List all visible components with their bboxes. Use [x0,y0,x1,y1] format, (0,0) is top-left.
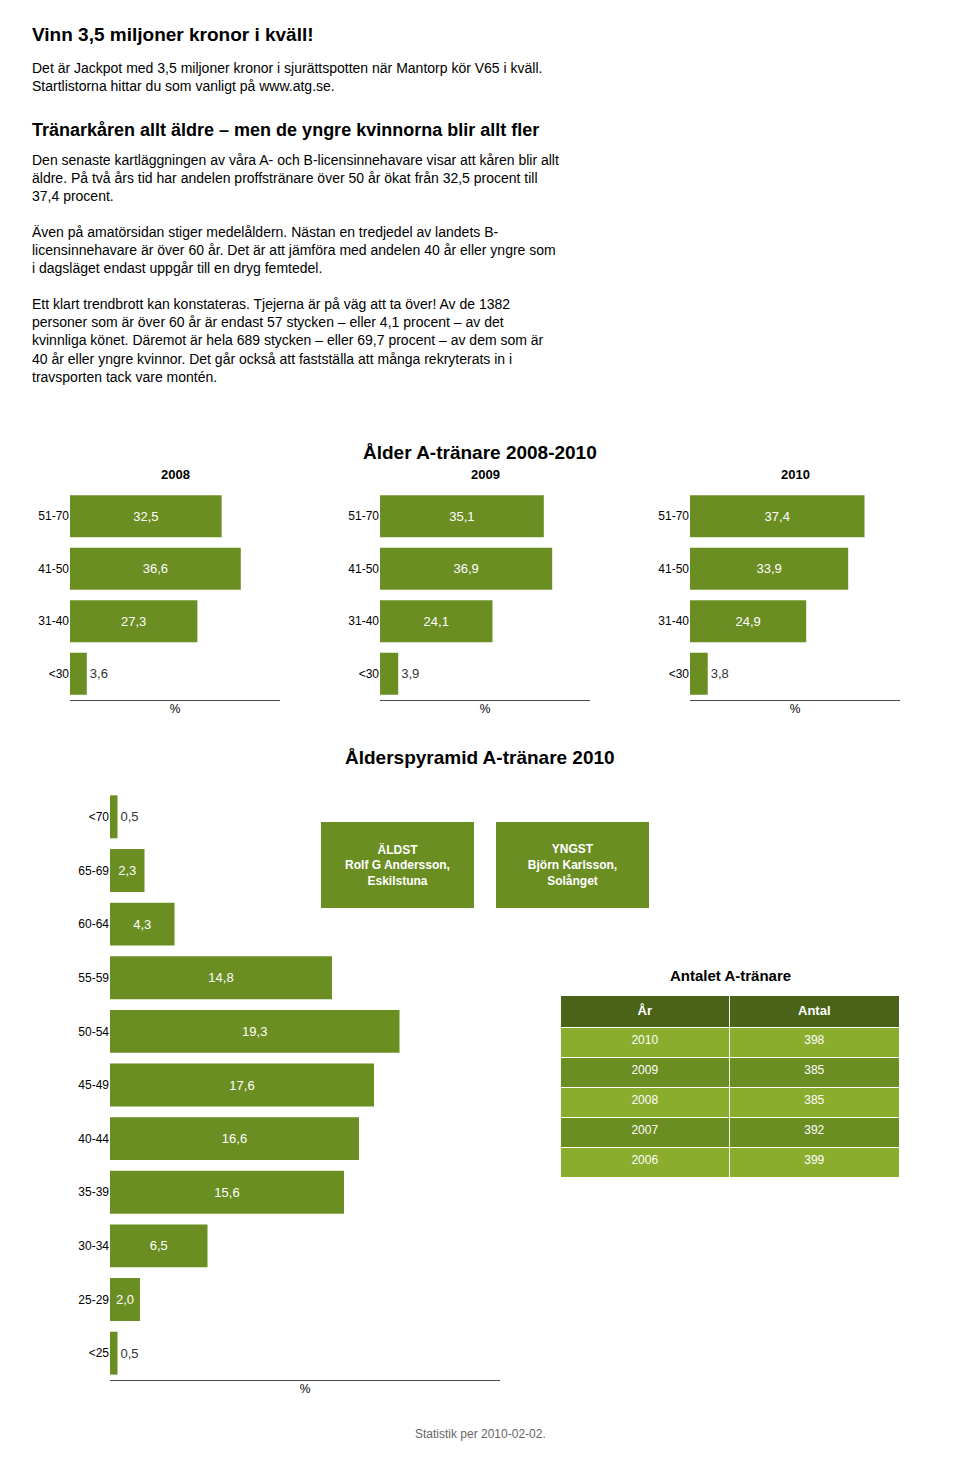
svg-text:17,6: 17,6 [229,1078,254,1093]
svg-text:30-34: 30-34 [78,1239,109,1253]
svg-text:0,5: 0,5 [121,1346,139,1361]
svg-text:<70: <70 [89,810,110,824]
svg-text:3,9: 3,9 [401,666,419,681]
svg-text:51-70: 51-70 [348,509,379,523]
svg-text:Vinn 3,5 miljoner kronor i kvä: Vinn 3,5 miljoner kronor i kväll! [32,24,314,45]
svg-text:Statistik per 2010-02-02.: Statistik per 2010-02-02. [415,1427,546,1441]
svg-text:ÄLDSTRolf G Andersson,Eskilstu: ÄLDSTRolf G Andersson,Eskilstuna [345,842,450,888]
svg-text:2010: 2010 [781,467,810,482]
svg-text:<25: <25 [89,1346,110,1360]
svg-text:24,9: 24,9 [735,614,760,629]
svg-text:2009: 2009 [471,467,500,482]
svg-text:2,3: 2,3 [118,863,136,878]
svg-text:%: % [480,702,491,716]
svg-text:14,8: 14,8 [208,970,233,985]
svg-text:Ålderspyramid A-tränare 2010: Ålderspyramid A-tränare 2010 [345,747,615,768]
svg-text:24,1: 24,1 [424,614,449,629]
svg-text:45-49: 45-49 [78,1078,109,1092]
svg-text:50-54: 50-54 [78,1025,109,1039]
svg-text:399: 399 [804,1153,824,1167]
svg-text:35-39: 35-39 [78,1185,109,1199]
svg-text:16,6: 16,6 [222,1131,247,1146]
svg-text:55-59: 55-59 [78,971,109,985]
svg-text:36,9: 36,9 [453,561,478,576]
svg-text:385: 385 [804,1093,824,1107]
svg-text:3,6: 3,6 [90,666,108,681]
svg-text:31-40: 31-40 [348,614,379,628]
svg-text:25-29: 25-29 [78,1293,109,1307]
svg-text:<30: <30 [669,667,690,681]
svg-text:35,1: 35,1 [449,509,474,524]
svg-text:2007: 2007 [631,1123,658,1137]
svg-text:2006: 2006 [631,1153,658,1167]
svg-text:51-70: 51-70 [658,509,689,523]
svg-text:31-40: 31-40 [658,614,689,628]
svg-text:Ålder A-tränare 2008-2010: Ålder A-tränare 2008-2010 [363,442,597,463]
svg-text:6,5: 6,5 [150,1238,168,1253]
svg-text:Tränarkåren allt äldre – men d: Tränarkåren allt äldre – men de yngre kv… [32,120,539,140]
svg-text:YNGSTBjörn Karlsson,Solånget: YNGSTBjörn Karlsson,Solånget [528,842,617,887]
svg-text:27,3: 27,3 [121,614,146,629]
svg-text:2008: 2008 [631,1093,658,1107]
svg-text:37,4: 37,4 [765,509,790,524]
svg-text:60-64: 60-64 [78,917,109,931]
svg-text:2,0: 2,0 [116,1292,134,1307]
svg-text:19,3: 19,3 [242,1024,267,1039]
svg-text:4,3: 4,3 [133,917,151,932]
svg-text:385: 385 [804,1063,824,1077]
svg-text:33,9: 33,9 [756,561,781,576]
svg-text:392: 392 [804,1123,824,1137]
svg-text:3,8: 3,8 [711,666,729,681]
svg-text:36,6: 36,6 [143,561,168,576]
svg-text:<30: <30 [359,667,380,681]
svg-text:2009: 2009 [631,1063,658,1077]
svg-text:Även på amatörsidan stiger med: Även på amatörsidan stiger medelåldern. … [32,224,556,276]
svg-text:15,6: 15,6 [214,1185,239,1200]
svg-text:%: % [300,1382,311,1396]
svg-text:41-50: 41-50 [38,562,69,576]
svg-text:%: % [790,702,801,716]
svg-text:2010: 2010 [631,1033,658,1047]
svg-text:398: 398 [804,1033,824,1047]
svg-text:51-70: 51-70 [38,509,69,523]
svg-text:2008: 2008 [161,467,190,482]
svg-text:31-40: 31-40 [38,614,69,628]
svg-text:65-69: 65-69 [78,864,109,878]
svg-text:<30: <30 [49,667,70,681]
svg-text:0,5: 0,5 [121,809,139,824]
svg-text:Det är Jackpot med 3,5 miljone: Det är Jackpot med 3,5 miljoner kronor i… [32,60,542,94]
svg-text:År: År [638,1003,652,1018]
svg-text:%: % [170,702,181,716]
svg-text:Antal: Antal [798,1003,831,1018]
svg-text:32,5: 32,5 [133,509,158,524]
svg-text:Antalet A-tränare: Antalet A-tränare [670,967,791,984]
svg-text:Den senaste kartläggningen av: Den senaste kartläggningen av våra A- oc… [32,152,559,204]
svg-text:41-50: 41-50 [658,562,689,576]
svg-text:40-44: 40-44 [78,1132,109,1146]
svg-text:41-50: 41-50 [348,562,379,576]
svg-text:Ett klart trendbrott kan konst: Ett klart trendbrott kan konstateras. Tj… [32,296,544,385]
